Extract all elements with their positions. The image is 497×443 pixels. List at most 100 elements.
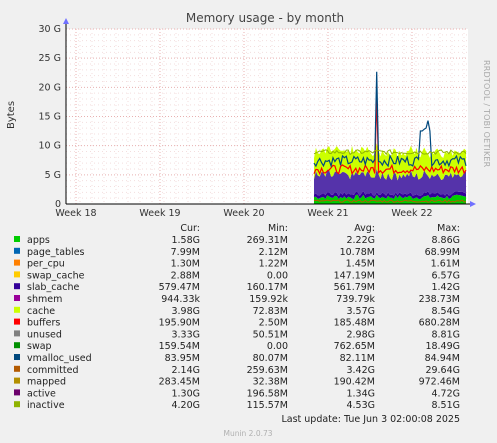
legend-avg: 739.79k [336, 294, 375, 305]
legend-label: cache [27, 306, 55, 317]
legend-cur: 83.95M [165, 353, 200, 364]
legend-max: 4.72G [431, 388, 460, 399]
x-axis-ticks: Week 18 Week 19 Week 20 Week 21 Week 22 [55, 208, 432, 219]
legend-label: per_cpu [27, 259, 65, 270]
legend-cur: 1.30M [171, 259, 200, 270]
legend-swatch [14, 365, 20, 372]
y-tick-label: 0 [55, 199, 61, 210]
legend-cur: 7.99M [171, 247, 200, 258]
legend-label: inactive [27, 400, 65, 411]
legend-label: buffers [27, 318, 60, 329]
legend-swatch [14, 259, 20, 266]
legend-avg: 1.45M [346, 259, 375, 270]
legend-label: vmalloc_used [27, 353, 92, 364]
munin-version: Munin 2.0.73 [223, 429, 272, 438]
legend-swatch [14, 236, 20, 242]
line-swap [313, 95, 467, 176]
area-slab [314, 191, 466, 200]
legend-max: 29.64G [425, 365, 460, 376]
y-tick-label: 5 G [45, 170, 61, 181]
x-axis-arrow-icon [470, 201, 476, 207]
legend-avg: 4.53G [346, 400, 375, 411]
col-header-max: Max: [437, 223, 460, 234]
legend-max: 8.86G [431, 235, 460, 246]
stacked-areas [313, 71, 467, 204]
legend-avg: 1.34G [346, 388, 375, 399]
legend-cur: 159.54M [159, 341, 200, 352]
x-tick-label: Week 21 [307, 208, 348, 219]
legend-swatch [14, 247, 20, 254]
legend-swatch [14, 283, 20, 290]
legend-swatch [14, 389, 20, 396]
y-axis-label: Bytes [6, 101, 17, 129]
legend-avg: 561.79M [334, 282, 375, 293]
legend-cur: 579.47M [159, 282, 200, 293]
legend-label: page_tables [27, 247, 85, 258]
legend-avg: 2.22G [346, 235, 375, 246]
area-cache [314, 169, 466, 197]
y-tick-label: 15 G [39, 112, 61, 123]
legend-min: 72.83M [253, 306, 288, 317]
legend-max: 6.57G [431, 270, 460, 281]
legend-swatch [14, 377, 20, 384]
legend-cur: 1.58G [171, 235, 200, 246]
line-inactive [313, 149, 467, 156]
legend-max: 8.54G [431, 306, 460, 317]
legend-avg: 185.48M [334, 318, 375, 329]
legend-label: slab_cache [27, 282, 79, 293]
legend-min: 2.50M [259, 318, 288, 329]
col-header-min: Min: [268, 223, 288, 234]
legend-min: 160.17M [247, 282, 288, 293]
legend-swatch [14, 401, 20, 408]
legend-cur: 1.30G [171, 388, 200, 399]
legend-max: 1.42G [431, 282, 460, 293]
y-axis-ticks: 0 5 G 10 G 15 G 20 G 25 G 30 G [39, 24, 61, 210]
legend-min: 269.31M [247, 235, 288, 246]
legend-avg: 3.57G [346, 306, 375, 317]
x-tick-label: Week 20 [223, 208, 264, 219]
legend-max: 8.51G [431, 400, 460, 411]
legend-min: 50.51M [253, 329, 288, 340]
legend-min: 259.63M [247, 365, 288, 376]
legend-max: 84.94M [425, 353, 460, 364]
col-header-avg: Avg: [354, 223, 375, 234]
legend-max: 972.46M [419, 377, 460, 388]
legend-max: 680.28M [419, 318, 460, 329]
legend-cur: 2.14G [171, 365, 200, 376]
chart-title: Memory usage - by month [186, 11, 344, 25]
legend-min: 159.92k [249, 294, 288, 305]
y-tick-label: 10 G [39, 141, 61, 152]
legend-avg: 82.11M [340, 353, 375, 364]
legend-swatch [14, 306, 20, 313]
legend-max: 238.73M [419, 294, 460, 305]
legend-max: 68.99M [425, 247, 460, 258]
legend-max: 18.49G [425, 341, 460, 352]
legend-cur: 2.88M [171, 270, 200, 281]
legend-swatch [14, 295, 20, 301]
legend-avg: 3.42G [346, 365, 375, 376]
legend-max: 8.81G [431, 329, 460, 340]
legend-swatch [14, 330, 20, 337]
legend-avg: 2.98G [346, 329, 375, 340]
y-tick-label: 20 G [39, 82, 61, 93]
legend-avg: 190.42M [334, 377, 375, 388]
legend-label: active [27, 388, 56, 399]
legend-min: 2.12M [259, 247, 288, 258]
legend-swatch [14, 318, 20, 325]
legend-min: 32.38M [253, 377, 288, 388]
legend-cur: 195.90M [159, 318, 200, 329]
legend-avg: 147.19M [334, 270, 375, 281]
x-tick-label: Week 18 [55, 208, 96, 219]
grid [66, 28, 468, 204]
legend-cur: 4.20G [171, 400, 200, 411]
legend-label: committed [27, 365, 79, 376]
legend-table: Cur: Min: Avg: Max: apps 1.58G 269.31M 2.22… [14, 223, 460, 411]
y-tick-label: 30 G [39, 24, 61, 35]
legend-min: 115.57M [247, 400, 288, 411]
legend-cur: 3.33G [171, 329, 200, 340]
legend-max: 1.61M [431, 259, 460, 270]
legend-min: 80.07M [253, 353, 288, 364]
legend-min: 196.58M [247, 388, 288, 399]
legend-avg: 762.65M [334, 341, 375, 352]
x-tick-label: Week 19 [139, 208, 180, 219]
